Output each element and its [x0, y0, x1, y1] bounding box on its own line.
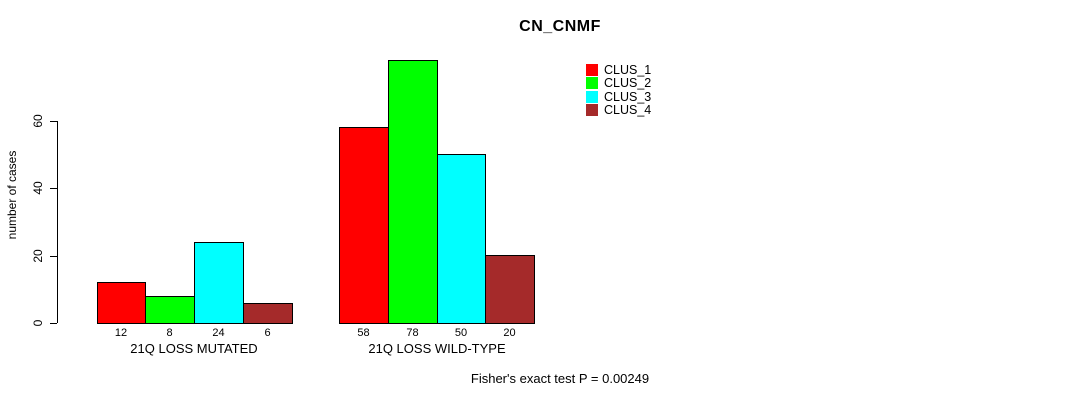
bar-clus_4-group2	[485, 255, 535, 324]
x-category-label: 21Q LOSS MUTATED	[130, 341, 258, 356]
legend-swatch-icon	[586, 77, 598, 90]
bar-value-label: 6	[264, 327, 271, 339]
legend-label: CLUS_3	[604, 89, 652, 104]
legend-label: CLUS_2	[604, 76, 652, 91]
bar-value-label: 8	[166, 327, 173, 339]
legend-item-clus_3: CLUS_3	[586, 91, 651, 103]
legend-swatch-icon	[586, 90, 598, 103]
legend-item-clus_4: CLUS_4	[586, 104, 651, 116]
y-tick-label: 20	[31, 249, 45, 263]
bar-clus_3-group2	[437, 154, 486, 324]
legend-swatch-icon	[586, 64, 598, 76]
y-axis-tick	[50, 323, 57, 324]
bar-value-label: 58	[357, 327, 370, 339]
bar-value-label: 50	[454, 327, 468, 339]
bar-clus_1-group2	[339, 127, 389, 324]
legend-label: CLUS_1	[604, 63, 652, 77]
bar-clus_4-group1	[243, 303, 293, 324]
legend-swatch-icon	[586, 104, 598, 117]
legend: CLUS_1 CLUS_2 CLUS_3 CLUS_4	[586, 64, 651, 118]
y-tick-label: 60	[31, 114, 45, 128]
bar-value-label: 20	[503, 327, 516, 339]
legend-label: CLUS_4	[604, 103, 652, 118]
bar-clus_2-group2	[388, 60, 438, 324]
y-tick-label: 40	[31, 181, 45, 195]
bar-value-label: 78	[406, 327, 419, 339]
x-category-label: 21Q LOSS WILD-TYPE	[368, 341, 506, 356]
bar-value-label: 12	[114, 327, 128, 339]
legend-item-clus_2: CLUS_2	[586, 76, 652, 91]
legend-item-clus_1: CLUS_1	[586, 64, 651, 76]
y-axis-line	[57, 121, 58, 323]
y-axis-tick	[50, 188, 57, 189]
y-tick-label: 0	[31, 319, 45, 327]
bar-clus_3-group1	[194, 242, 244, 324]
chart-title: CN_CNMF	[519, 18, 601, 35]
y-axis-tick	[50, 256, 57, 257]
bar-clus_2-group1	[145, 296, 195, 324]
bar-value-label: 24	[212, 327, 225, 339]
stat-test-caption: Fisher's exact test P = 0.00249	[470, 371, 650, 386]
y-axis-tick	[50, 121, 57, 122]
bar-clus_1-group1	[97, 282, 146, 324]
y-axis-label: number of cases	[5, 150, 19, 240]
